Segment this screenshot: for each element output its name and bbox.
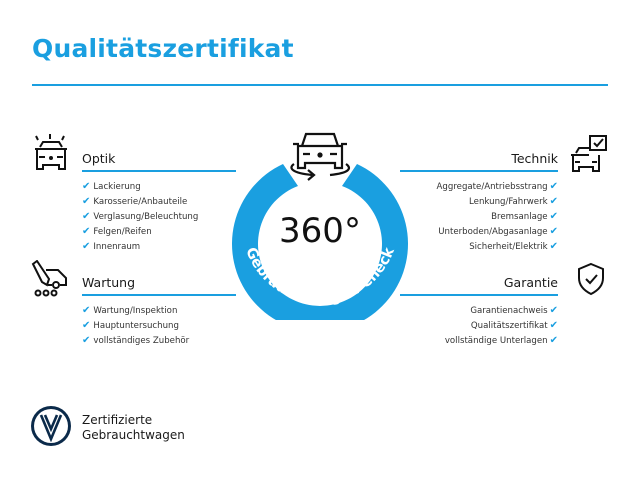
brand-line1: Zertifizierte	[82, 413, 153, 427]
big-360-label: 360°	[279, 211, 361, 251]
technik-divider	[400, 170, 558, 172]
section-title-optik: Optik	[82, 151, 116, 166]
check-icon: ✔	[549, 181, 558, 192]
list-item: ✔ Felgen/Reifen	[82, 226, 152, 237]
car-checklist-icon	[571, 135, 607, 172]
car-lights-icon	[35, 134, 67, 170]
list-item: ✔ Karosserie/Anbauteile	[82, 196, 188, 207]
check-icon: ✔	[549, 226, 558, 237]
list-item: ✔ Innenraum	[82, 241, 141, 252]
list-item: Lenkung/Fahrwerk ✔	[469, 196, 558, 207]
check-icon: ✔	[82, 226, 91, 237]
garantie-divider	[400, 294, 558, 296]
check-icon: ✔	[82, 335, 91, 346]
list-item: ✔ Verglasung/Beleuchtung	[82, 211, 199, 222]
wartung-list: ✔ Wartung/Inspektion ✔ Hauptuntersuchung ✔…	[82, 303, 189, 348]
section-title-technik: Technik	[511, 151, 558, 166]
list-item: ✔ Wartung/Inspektion	[82, 305, 178, 316]
garantie-list: Garantienachweis ✔ Qualitätszertifikat ✔ v…	[445, 303, 558, 348]
check-icon: ✔	[82, 196, 91, 207]
service-van-icon	[31, 260, 67, 297]
shield-check-icon	[578, 262, 604, 296]
list-item: ✔ Lackierung	[82, 181, 141, 192]
check-icon: ✔	[82, 211, 91, 222]
list-item: Qualitätszertifikat ✔	[470, 320, 558, 331]
section-title-wartung: Wartung	[82, 275, 136, 290]
check-icon: ✔	[82, 320, 91, 331]
optik-list: ✔ Lackierung ✔ Karosserie/Anbauteile ✔ Verg…	[82, 179, 198, 254]
list-item: Garantienachweis ✔	[470, 305, 558, 316]
car-rotate-icon	[290, 132, 350, 181]
list-item: ✔ vollständiges Zubehör	[82, 335, 190, 346]
list-item: Sicherheit/Elektrik ✔	[469, 241, 558, 252]
check-icon: ✔	[549, 196, 558, 207]
check-360-badge: 360° Gebrauchtwagen-Check	[232, 132, 408, 320]
check-icon: ✔	[82, 241, 91, 252]
optik-divider	[82, 170, 236, 172]
brand-text: Zertifizierte Gebrauchtwagen	[82, 413, 185, 443]
check-icon: ✔	[549, 211, 558, 222]
section-title-garantie: Garantie	[503, 275, 558, 290]
check-icon: ✔	[549, 241, 558, 252]
check-icon: ✔	[549, 305, 558, 316]
brand-line2: Gebrauchtwagen	[82, 428, 185, 442]
list-item: ✔ Hauptuntersuchung	[82, 320, 179, 331]
page-title: Qualitätszertifikat	[32, 34, 294, 63]
list-item: Bremsanlage ✔	[491, 211, 558, 222]
list-item: Unterboden/Abgasanlage ✔	[438, 226, 558, 237]
check-icon: ✔	[82, 181, 91, 192]
check-icon: ✔	[549, 320, 558, 331]
check-icon: ✔	[549, 335, 558, 346]
title-divider	[32, 84, 608, 86]
technik-list: Aggregate/Antriebsstrang ✔ Lenkung/Fahrwe…	[437, 179, 558, 254]
wartung-divider	[82, 294, 236, 296]
list-item: vollständige Unterlagen ✔	[444, 335, 558, 346]
check-icon: ✔	[82, 305, 91, 316]
vw-logo	[31, 406, 71, 446]
list-item: Aggregate/Antriebsstrang ✔	[436, 181, 558, 192]
